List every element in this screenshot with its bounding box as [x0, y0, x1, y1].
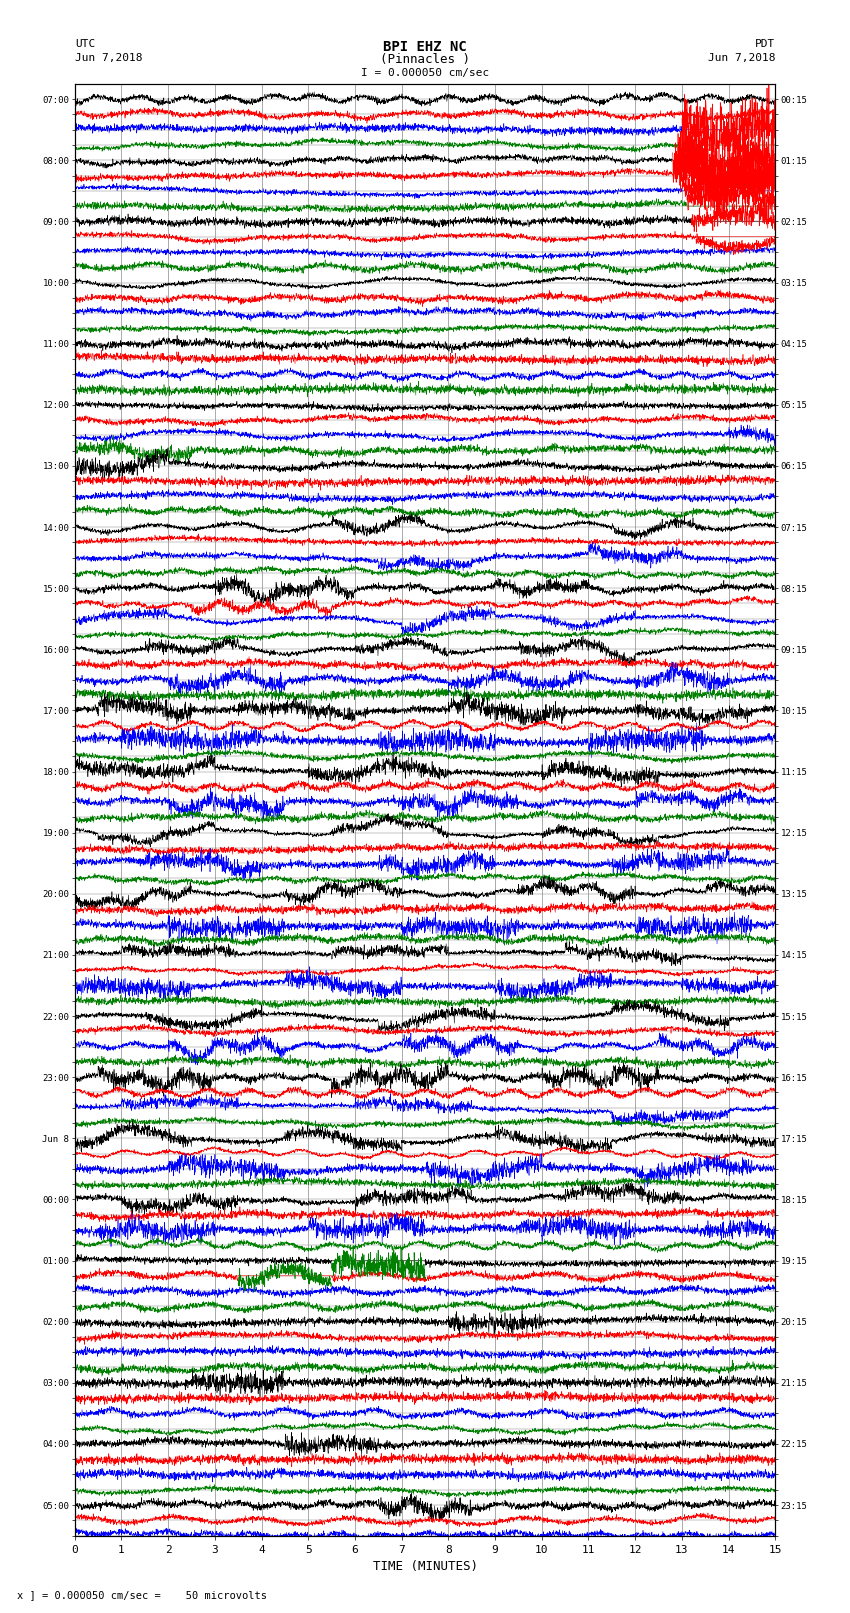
Text: Jun 7,2018: Jun 7,2018	[75, 53, 142, 63]
Text: (Pinnacles ): (Pinnacles )	[380, 53, 470, 66]
Text: x ] = 0.000050 cm/sec =    50 microvolts: x ] = 0.000050 cm/sec = 50 microvolts	[17, 1590, 267, 1600]
Text: UTC: UTC	[75, 39, 95, 48]
Text: BPI EHZ NC: BPI EHZ NC	[383, 40, 467, 55]
Text: Jun 7,2018: Jun 7,2018	[708, 53, 775, 63]
Text: I = 0.000050 cm/sec: I = 0.000050 cm/sec	[361, 68, 489, 77]
Text: PDT: PDT	[755, 39, 775, 48]
X-axis label: TIME (MINUTES): TIME (MINUTES)	[372, 1560, 478, 1573]
